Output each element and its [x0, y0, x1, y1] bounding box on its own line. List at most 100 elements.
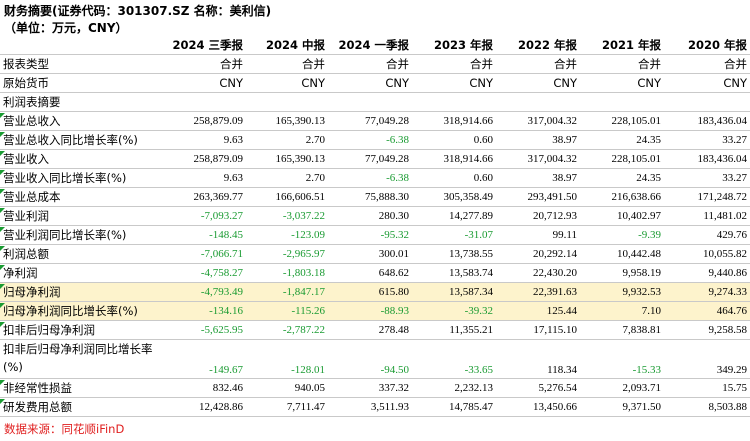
table-cell: 349.29	[664, 339, 750, 379]
table-cell: -31.07	[412, 225, 496, 245]
table-cell: 125.44	[496, 301, 580, 321]
table-row: 扣非后归母净利润 -5,625.95 -2,787.22 278.48 11,355.2…	[0, 320, 750, 340]
column-header: 2024 一季报	[328, 36, 412, 55]
table-cell: 0.60	[412, 168, 496, 188]
table-cell: CNY	[664, 73, 750, 93]
corner-marker-icon	[0, 189, 5, 194]
row-label-cell: 报表类型	[0, 54, 164, 74]
table-cell: 9,958.19	[580, 263, 664, 283]
table-row: 营业总成本 263,369.77 166,606.51 75,888.30 305,35…	[0, 187, 750, 207]
table-cell: 3,511.93	[328, 397, 412, 417]
table-cell: 0.60	[412, 130, 496, 150]
table-cell: -94.50	[328, 339, 412, 379]
table-cell: 2,093.71	[580, 378, 664, 398]
table-cell: -7,066.71	[164, 244, 246, 264]
corner-marker-icon	[0, 151, 5, 156]
row-label-cell: 营业总收入	[0, 111, 164, 131]
table-cell: 9,274.33	[664, 282, 750, 302]
table-cell: 2.70	[246, 168, 328, 188]
table-cell: 166,606.51	[246, 187, 328, 207]
table-cell: 216,638.66	[580, 187, 664, 207]
row-label: 营业总收入	[3, 114, 61, 128]
table-cell	[580, 92, 664, 112]
table-cell: 合并	[496, 54, 580, 74]
table-cell: -88.93	[328, 301, 412, 321]
data-source-note: 数据来源：同花顺iFinD	[4, 422, 125, 436]
corner-marker-icon	[0, 227, 5, 232]
table-cell: 318,914.66	[412, 111, 496, 131]
table-cell: 293,491.50	[496, 187, 580, 207]
table-cell	[664, 92, 750, 112]
table-cell: -15.33	[580, 339, 664, 379]
row-label-cell: 营业收入	[0, 149, 164, 169]
table-cell: 9,258.58	[664, 320, 750, 340]
table-row: 非经常性损益 832.46 940.05 337.32 2,232.13 5,276.54…	[0, 378, 750, 398]
table-cell	[246, 92, 328, 112]
table-cell: 317,004.32	[496, 149, 580, 169]
table-cell: 合并	[412, 54, 496, 74]
row-label-cell: 扣非后归母净利润同比增长率(%)	[0, 339, 164, 379]
table-cell: -3,037.22	[246, 206, 328, 226]
table-cell: 77,049.28	[328, 111, 412, 131]
table-cell: -6.38	[328, 130, 412, 150]
financial-summary-table: 2024 三季报 2024 中报 2024 一季报 2023 年报 2022 年…	[0, 36, 750, 417]
table-cell: 13,738.55	[412, 244, 496, 264]
table-cell: 12,428.86	[164, 397, 246, 417]
table-cell: 77,049.28	[328, 149, 412, 169]
row-label: 净利润	[3, 266, 38, 280]
table-cell: 13,583.74	[412, 263, 496, 283]
table-cell: -5,625.95	[164, 320, 246, 340]
row-label-cell: 营业总成本	[0, 187, 164, 207]
table-cell: -123.09	[246, 225, 328, 245]
column-header: 2024 中报	[246, 36, 328, 55]
row-label-cell: 营业收入同比增长率(%)	[0, 168, 164, 188]
table-cell: 263,369.77	[164, 187, 246, 207]
table-row: 报表类型 合并 合并 合并 合并 合并 合并 合并	[0, 54, 750, 74]
table-cell: 7,711.47	[246, 397, 328, 417]
row-label-cell: 归母净利润同比增长率(%)	[0, 301, 164, 321]
corner-marker-icon	[0, 170, 5, 175]
table-cell: 280.30	[328, 206, 412, 226]
table-cell	[164, 92, 246, 112]
table-cell: 318,914.66	[412, 149, 496, 169]
row-label: 归母净利润	[3, 285, 61, 299]
table-row: 研发费用总额 12,428.86 7,711.47 3,511.93 14,785.47…	[0, 397, 750, 417]
table-cell: -128.01	[246, 339, 328, 379]
row-label: 非经常性损益	[3, 381, 72, 395]
table-cell: 615.80	[328, 282, 412, 302]
table-row: 营业总收入同比增长率(%) 9.63 2.70 -6.38 0.60 38.97 24.35…	[0, 130, 750, 150]
table-cell: 20,712.93	[496, 206, 580, 226]
table-cell: 10,055.82	[664, 244, 750, 264]
table-cell: 9,932.53	[580, 282, 664, 302]
table-cell: 278.48	[328, 320, 412, 340]
table-cell: 228,105.01	[580, 111, 664, 131]
table-cell: CNY	[246, 73, 328, 93]
table-cell: 165,390.13	[246, 149, 328, 169]
table-cell: 15.75	[664, 378, 750, 398]
table-row: 归母净利润同比增长率(%) -134.16 -115.26 -88.93 -39.32 1…	[0, 301, 750, 321]
table-cell: 合并	[664, 54, 750, 74]
corner-marker-icon	[0, 284, 5, 289]
table-cell: 99.11	[496, 225, 580, 245]
table-row: 营业利润同比增长率(%) -148.45 -123.09 -95.32 -31.07 99…	[0, 225, 750, 245]
table-row: 利润总额 -7,066.71 -2,965.97 300.01 13,738.55 20,…	[0, 244, 750, 264]
table-row: 营业总收入 258,879.09 165,390.13 77,049.28 318,91…	[0, 111, 750, 131]
table-row: 原始货币 CNY CNY CNY CNY CNY CNY CNY	[0, 73, 750, 93]
table-cell: 13,450.66	[496, 397, 580, 417]
table-cell: 14,785.47	[412, 397, 496, 417]
row-label-cell: 原始货币	[0, 73, 164, 93]
unit-subtitle: （单位：万元，CNY）	[4, 21, 128, 35]
table-cell: 合并	[246, 54, 328, 74]
table-cell: -115.26	[246, 301, 328, 321]
table-cell: CNY	[580, 73, 664, 93]
table-cell: 13,587.34	[412, 282, 496, 302]
row-label-cell: 归母净利润	[0, 282, 164, 302]
table-cell: 5,276.54	[496, 378, 580, 398]
table-cell: CNY	[328, 73, 412, 93]
table-cell: CNY	[164, 73, 246, 93]
row-label-cell: 净利润	[0, 263, 164, 283]
row-label: 原始货币	[3, 76, 49, 90]
table-cell: -134.16	[164, 301, 246, 321]
table-cell: 38.97	[496, 130, 580, 150]
row-label: 报表类型	[3, 57, 49, 71]
